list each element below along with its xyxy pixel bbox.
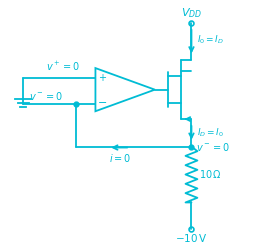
Text: $i=0$: $i=0$ <box>109 152 131 164</box>
Text: $10\,\Omega$: $10\,\Omega$ <box>199 168 222 181</box>
Text: $I_D = I_0$: $I_D = I_0$ <box>197 126 224 139</box>
Text: $-$: $-$ <box>97 96 107 106</box>
Text: +: + <box>98 73 106 83</box>
Text: $V_{DD}$: $V_{DD}$ <box>181 6 202 20</box>
Text: $I_0 = I_D$: $I_0 = I_D$ <box>197 33 225 46</box>
Text: $-10\,\mathrm{V}$: $-10\,\mathrm{V}$ <box>175 232 208 244</box>
Text: $v^+=0$: $v^+=0$ <box>46 60 80 73</box>
Text: $v^-=0$: $v^-=0$ <box>197 141 231 153</box>
Text: $v^-=0$: $v^-=0$ <box>29 90 63 101</box>
